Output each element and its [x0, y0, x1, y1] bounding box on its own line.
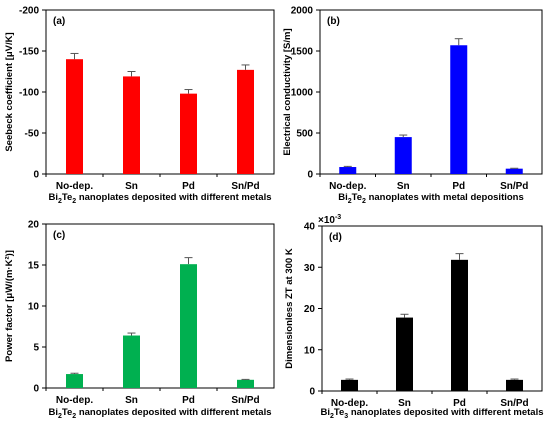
y-tick-label: 5 — [33, 343, 39, 354]
bar-0 — [66, 59, 83, 175]
chart-panel-2: 0 5 10 15 20 No-dep. Sn Pd Sn/Pd (c) Power factor … — [4, 220, 275, 420]
panel-label: (a) — [53, 16, 65, 27]
x-axis-label: Bi2Te2 nanoplates with metal depositions — [338, 192, 524, 205]
y-tick-label: -150 — [19, 47, 39, 58]
x-axis-label: Bi2Te3 nanoplates deposited with differe… — [320, 407, 543, 420]
chart-panel-1: 0 500 1000 1500 2000 No-dep. Sn Pd Sn/Pd (b) Elect… — [282, 6, 543, 205]
y-axis-label: Dimensionless ZT at 300 K — [284, 248, 295, 369]
category-label-0: No-dep. — [56, 181, 93, 192]
chart-panel-3: 0 10 20 30 40 No-dep. Sn Pd Sn/Pd (d) Dimensionles… — [284, 214, 544, 420]
y-tick-label: -50 — [25, 129, 40, 140]
category-label-3: Sn/Pd — [231, 181, 259, 192]
plot-frame — [321, 225, 543, 392]
category-label-2: Pd — [453, 398, 466, 409]
bar-1 — [394, 137, 412, 174]
x-axis-label: Bi2Te2 nanoplates deposited with differe… — [48, 192, 271, 205]
y-axis-label: Electrical conductivity [S/m] — [282, 28, 293, 155]
y-tick-label: 500 — [296, 129, 313, 140]
y-tick-label: 30 — [304, 263, 316, 274]
bar-0 — [66, 374, 83, 388]
y-tick-label: 0 — [33, 170, 39, 181]
bar-3 — [237, 69, 254, 174]
category-label-2: Pd — [182, 181, 195, 192]
y-tick-label: 0 — [307, 170, 313, 181]
bar-3 — [237, 379, 254, 388]
y-tick-label: 15 — [28, 261, 40, 272]
y-tick-label: 1500 — [291, 47, 314, 58]
bar-1 — [123, 335, 140, 388]
bar-3 — [505, 168, 523, 174]
y-tick-label: 0 — [309, 387, 315, 398]
panel-label: (c) — [53, 230, 65, 241]
category-label-3: Sn/Pd — [231, 395, 259, 406]
bar-2 — [180, 93, 197, 174]
category-label-1: Sn — [125, 181, 138, 192]
category-label-1: Sn — [397, 181, 410, 192]
category-label-1: Sn — [125, 395, 138, 406]
y-tick-label: 20 — [28, 220, 40, 231]
bar-2 — [451, 259, 468, 391]
category-label-0: No-dep. — [56, 395, 93, 406]
bar-3 — [506, 379, 523, 391]
bar-0 — [339, 167, 357, 174]
panel-label: (d) — [329, 232, 342, 243]
category-label-0: No-dep. — [329, 181, 366, 192]
chart-panel-0: 0 -50 -100 -150 -200 No-dep. Sn Pd Sn/Pd (a) Seebe… — [4, 6, 275, 205]
axis-multiplier: ×10-3 — [318, 214, 341, 226]
y-tick-label: -100 — [19, 88, 39, 99]
bar-2 — [450, 45, 468, 175]
category-label-2: Pd — [182, 395, 195, 406]
y-tick-label: 2000 — [291, 6, 314, 17]
y-tick-label: 1000 — [291, 88, 314, 99]
y-tick-label: 10 — [304, 345, 316, 356]
y-axis-label: Seebeck coefficient [μV/K] — [4, 32, 15, 151]
category-label-2: Pd — [452, 181, 465, 192]
bar-2 — [180, 264, 197, 388]
y-tick-label: 20 — [304, 304, 316, 315]
y-tick-label: 40 — [304, 222, 316, 233]
y-tick-label: -200 — [19, 6, 39, 17]
y-tick-label: 10 — [28, 302, 40, 313]
y-tick-label: 0 — [33, 384, 39, 395]
bar-1 — [396, 317, 413, 391]
x-axis-label: Bi2Te2 nanoplates deposited with differe… — [48, 407, 271, 420]
category-label-3: Sn/Pd — [500, 398, 528, 409]
bar-0 — [341, 379, 358, 391]
category-label-0: No-dep. — [331, 398, 368, 409]
plot-frame — [45, 223, 275, 389]
category-label-3: Sn/Pd — [500, 181, 528, 192]
category-label-1: Sn — [398, 398, 411, 409]
y-axis-label: Power factor [μW/(m·K²)] — [4, 250, 15, 362]
panel-label: (b) — [327, 16, 340, 27]
bar-1 — [123, 76, 140, 174]
plot-frame — [319, 9, 543, 175]
